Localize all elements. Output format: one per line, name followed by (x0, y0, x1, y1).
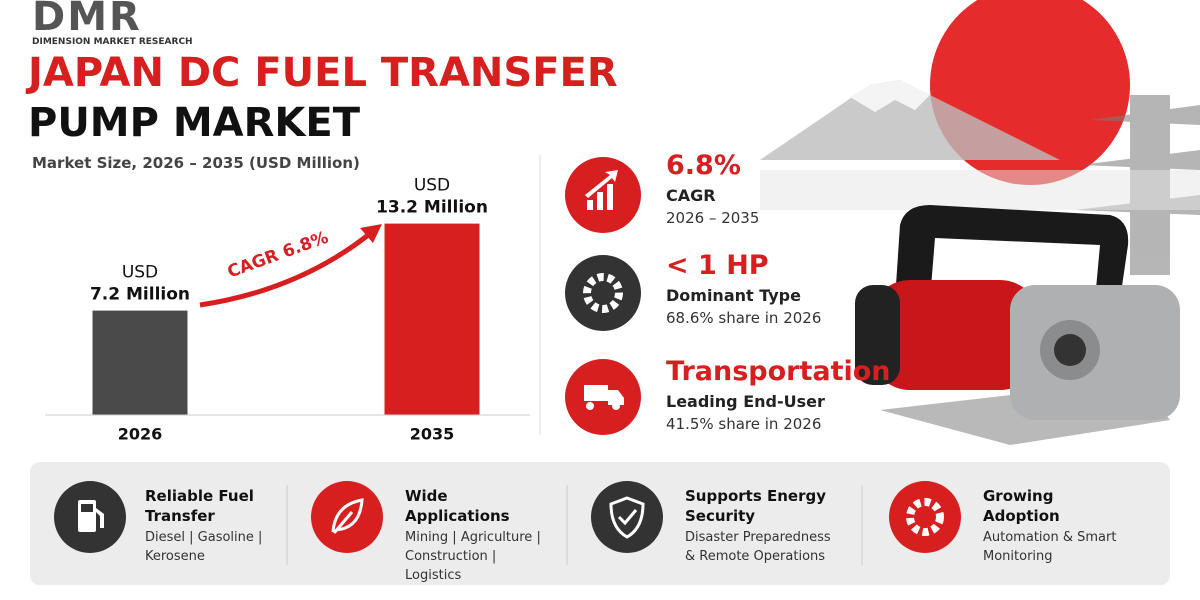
feature-text: Mining | Agriculture | Construction | Lo… (405, 530, 541, 583)
bar (384, 223, 480, 415)
trees (760, 170, 1200, 210)
feature-text: Disaster Preparedness & Remote Operation… (685, 530, 831, 564)
value-label: 7.2 Million (90, 285, 190, 305)
stat-detail: 2026 – 2035 (666, 209, 760, 227)
bar (92, 310, 188, 415)
value-label: USD (122, 263, 158, 283)
value-label: 13.2 Million (376, 198, 488, 218)
cagr-annotation: CAGR 6.8% (225, 228, 331, 283)
feature-text: Automation & Smart Monitoring (983, 530, 1117, 564)
title: PUMP MARKET (28, 100, 361, 146)
chart-subtitle: Market Size, 2026 – 2035 (USD Million) (32, 154, 360, 172)
stat-label: Leading End-User (666, 392, 825, 411)
gear-glyph (906, 498, 944, 536)
feature-title: Growing Adoption (983, 487, 1060, 525)
pump-image (855, 205, 1180, 445)
feature-icon (889, 481, 961, 553)
value-label: USD (414, 176, 450, 196)
logo: DMR (32, 0, 142, 40)
stat-label: CAGR (666, 186, 716, 205)
cagr-arrow (199, 230, 374, 308)
stat-label: Dominant Type (666, 286, 801, 305)
feature-icon (591, 481, 663, 553)
snow (850, 80, 930, 112)
feature: Wide Applications Mining | Agriculture | … (405, 486, 555, 585)
feature-title: Reliable Fuel Transfer (145, 487, 254, 525)
stat-value: Transportation (666, 356, 891, 387)
feature-text: Diesel | Gasoline | Kerosene (145, 530, 263, 564)
fuel-glyph (78, 500, 104, 532)
x-tick-label: 2026 (118, 425, 163, 444)
x-tick-label: 2035 (410, 425, 455, 444)
gear-glyph (583, 273, 623, 313)
feature-title: Supports Energy Security (685, 487, 826, 525)
stat-value: 6.8% (666, 150, 741, 181)
stat-detail: 41.5% share in 2026 (666, 415, 822, 433)
company-name: DIMENSION MARKET RESEARCH (32, 37, 193, 47)
feature-title: Wide Applications (405, 487, 510, 525)
feature: Reliable Fuel Transfer Diesel | Gasoline … (145, 486, 295, 566)
shield-glyph (609, 496, 645, 539)
truck-glyph (584, 385, 624, 410)
feature: Growing Adoption Automation & Smart Monit… (983, 486, 1133, 566)
stat-detail: 68.6% share in 2026 (666, 309, 822, 327)
arrowhead (360, 224, 382, 243)
mountain (760, 80, 1060, 160)
chart-glyph (585, 170, 618, 210)
feature: Supports Energy Security Disaster Prepare… (685, 486, 835, 566)
leaf-glyph (331, 498, 364, 534)
stat-icon (565, 255, 641, 331)
stat-value: < 1 HP (666, 250, 769, 281)
title: JAPAN DC FUEL TRANSFER (28, 50, 618, 96)
